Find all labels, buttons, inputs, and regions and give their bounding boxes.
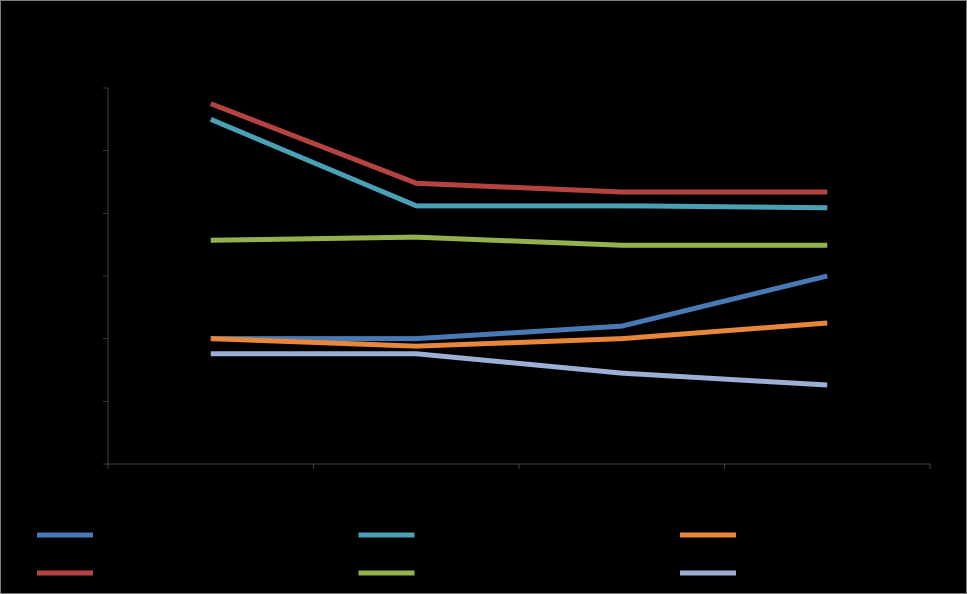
series-line — [210, 273, 828, 342]
series-line — [210, 320, 828, 349]
series-line — [209, 117, 828, 211]
series-line — [210, 234, 828, 248]
series-line — [209, 101, 828, 195]
series-line — [210, 351, 828, 388]
